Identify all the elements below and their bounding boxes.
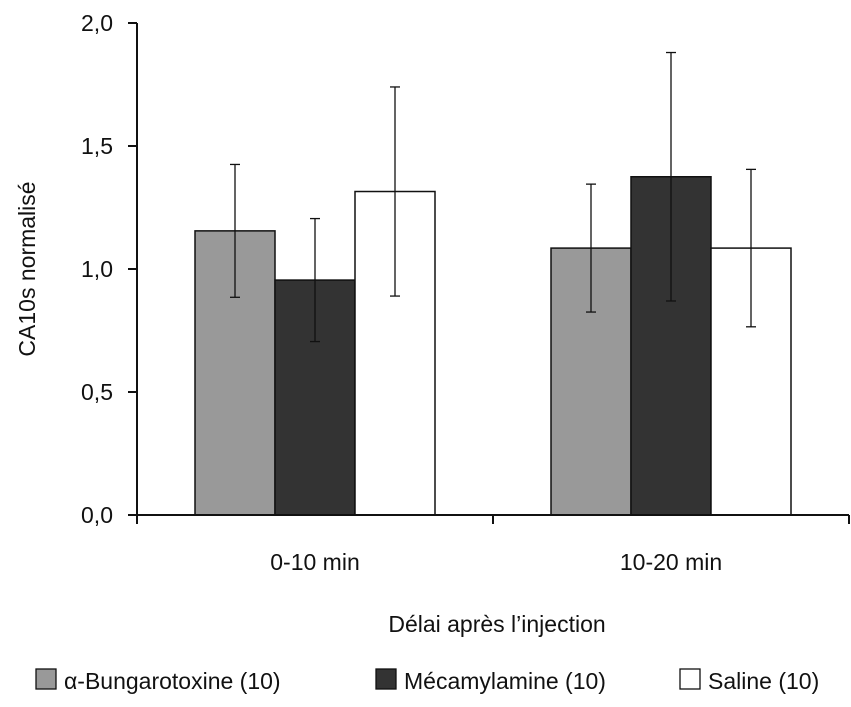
x-tick-label: 0-10 min xyxy=(270,549,359,575)
bars-layer xyxy=(194,176,792,516)
legend-label-saline-10: Saline (10) xyxy=(708,668,819,694)
legend-label-mecamylamine-10: Mécamylamine (10) xyxy=(404,668,606,694)
y-ticks-layer: 0,0 0,5 1,0 1,5 2,0 xyxy=(81,10,137,528)
legend-swatch-bungarotoxine-10 xyxy=(35,668,57,690)
error-bars-layer xyxy=(230,51,756,343)
y-tick-label: 1,5 xyxy=(81,133,113,159)
error-bar-saline-10-10-20-min xyxy=(746,168,756,328)
legend: α-Bungarotoxine (10) Mécamylamine (10) Sal… xyxy=(35,668,819,694)
y-tick-label: 0,0 xyxy=(81,502,113,528)
y-tick-label: 1,0 xyxy=(81,256,113,282)
error-bar-saline-10-0-10-min xyxy=(390,86,400,297)
legend-swatch-mecamylamine-10 xyxy=(375,668,397,690)
error-bar-mecamylamine-10-10-20-min xyxy=(666,51,676,302)
legend-label-bungarotoxine-10: α-Bungarotoxine (10) xyxy=(64,668,281,694)
y-axis-title: CA10s normalisé xyxy=(14,181,40,356)
y-tick-label: 2,0 xyxy=(81,10,113,36)
x-ticks-layer: 0-10 min 10-20 min xyxy=(136,515,850,575)
error-bar-bungarotoxine-10-10-20-min xyxy=(586,183,596,313)
legend-swatch-saline-10 xyxy=(679,668,701,690)
error-bar-mecamylamine-10-0-10-min xyxy=(310,217,320,343)
x-tick-label: 10-20 min xyxy=(620,549,722,575)
y-tick-label: 0,5 xyxy=(81,379,113,405)
x-axis-title: Délai après l’injection xyxy=(388,611,605,637)
error-bar-bungarotoxine-10-0-10-min xyxy=(230,163,240,298)
